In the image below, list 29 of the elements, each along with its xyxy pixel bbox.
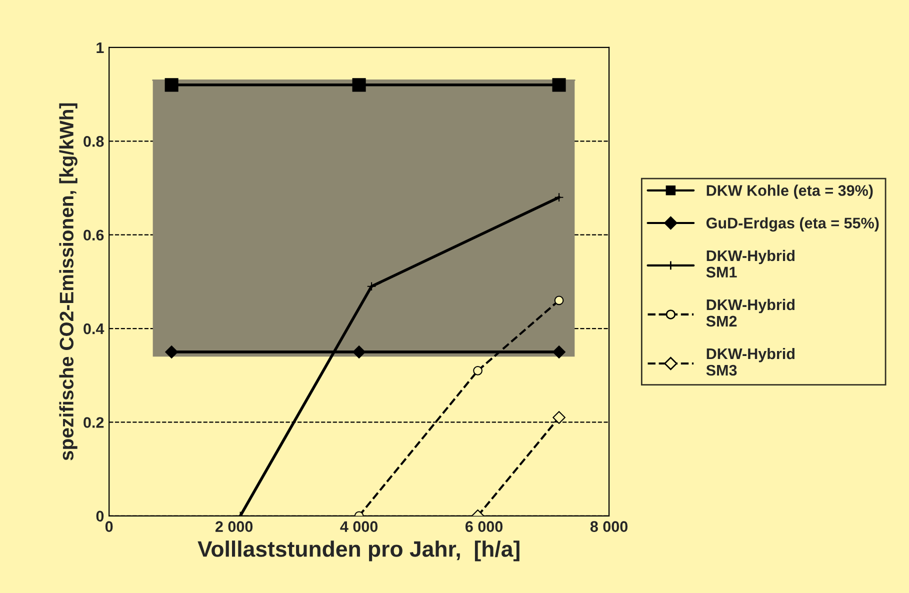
x-tick-label: 2 000 xyxy=(215,521,253,532)
legend-label: DKW Kohle (eta = 39%) xyxy=(706,184,873,199)
y-tick-label: 0.6 xyxy=(84,230,104,241)
point xyxy=(165,346,178,358)
y-axis-title: spezifische CO2-Emissionen, [kg/kWh] xyxy=(59,103,78,460)
y-tick-label: 1 xyxy=(96,42,104,53)
x-tick-label: 6 000 xyxy=(465,521,503,532)
point xyxy=(366,282,376,292)
point xyxy=(552,78,566,92)
point xyxy=(554,192,564,202)
y-tick-label: 0.2 xyxy=(84,417,104,428)
legend-label: DKW-Hybrid SM3 xyxy=(706,348,794,376)
legend-label: DKW-Hybrid SM1 xyxy=(706,250,794,278)
x-tick-label: 0 xyxy=(105,521,113,532)
point xyxy=(552,411,566,424)
point xyxy=(554,296,564,306)
y-tick-label: 0 xyxy=(96,510,104,522)
point xyxy=(352,78,366,92)
x-axis-title: Volllaststunden pro Jahr, [h/a] xyxy=(198,540,520,562)
legend-label: DKW-Hybrid SM2 xyxy=(706,298,794,327)
point xyxy=(164,78,178,92)
point xyxy=(473,366,482,376)
point xyxy=(352,346,366,358)
point xyxy=(552,346,566,358)
y-tick-label: 0.8 xyxy=(84,136,104,147)
legend-label: GuD-Erdgas (eta = 55%) xyxy=(706,217,879,232)
y-tick-label: 0.4 xyxy=(84,323,104,334)
x-tick-label: 8 000 xyxy=(590,521,628,532)
x-tick-label: 4 000 xyxy=(340,521,378,532)
